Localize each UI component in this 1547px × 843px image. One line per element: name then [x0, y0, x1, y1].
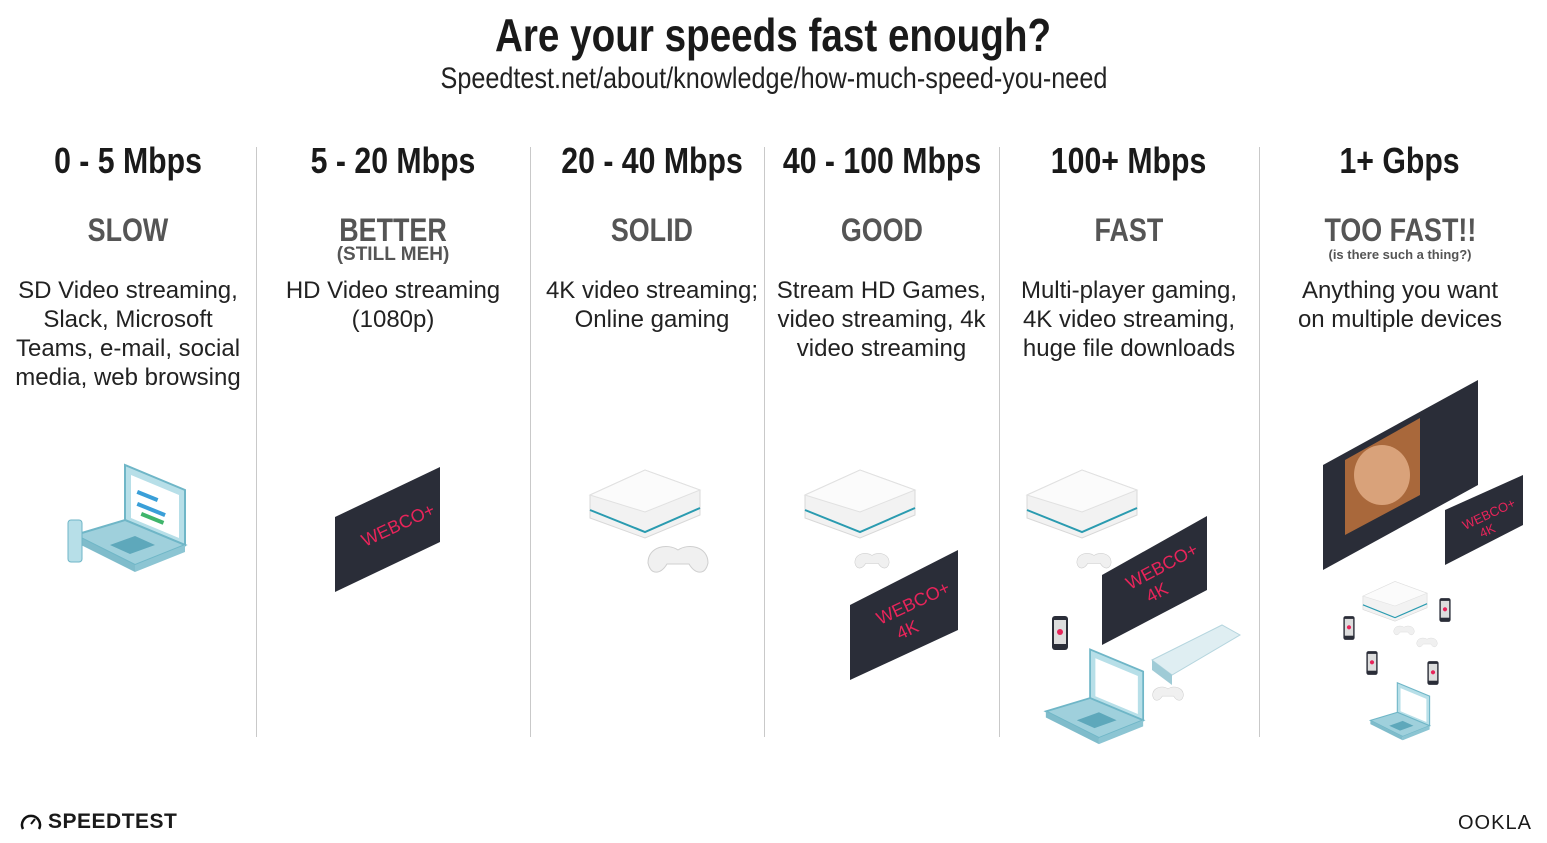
speed-range: 20 - 40 Mbps [561, 140, 743, 181]
ookla-logo: OOKLA [1458, 812, 1532, 834]
rating: TOO FAST!! [1324, 212, 1476, 248]
console-tv-illustration: WEBCO+ 4K [804, 469, 958, 680]
description: Multi-player gaming, 4K video streaming,… [1020, 277, 1238, 362]
multi-device-illustration: WEBCO+ 4K [1026, 469, 1242, 745]
rating: SLOW [87, 212, 169, 248]
description: SD Video streaming, Slack, Microsoft Tea… [15, 277, 241, 391]
divider [1259, 147, 1260, 737]
speed-range: 40 - 100 Mbps [782, 140, 982, 181]
description: HD Video streaming (1080p) [285, 277, 501, 333]
divider [764, 147, 765, 737]
speed-range: 100+ Mbps [1051, 140, 1207, 181]
svg-text:4K: 4K [1477, 520, 1498, 540]
rating: GOOD [840, 212, 923, 248]
tier-better: 5 - 20 Mbps BETTER (STILL MEH) HD Video … [256, 140, 530, 334]
description: 4K video streaming; Online gaming [545, 277, 759, 333]
rating-note [530, 246, 774, 276]
divider [999, 147, 1000, 737]
source-url: Speedtest.net/about/knowledge/how-much-s… [440, 62, 1107, 95]
speed-range: 0 - 5 Mbps [54, 140, 202, 181]
divider [256, 147, 257, 737]
multi-device-illustration-gbps: WEBCO+ 4K [1323, 380, 1523, 741]
rating-note: (STILL MEH) [336, 244, 450, 265]
page-title: Are your speeds fast enough? [495, 9, 1052, 61]
speed-range: 1+ Gbps [1339, 140, 1461, 181]
tier-solid: 20 - 40 Mbps SOLID 4K video streaming; O… [530, 140, 774, 334]
description: Stream HD Games, video streaming, 4k vid… [776, 277, 987, 362]
rating-note: (is there such a thing?) [1328, 247, 1472, 262]
rating-note [0, 246, 256, 276]
gauge-icon [20, 814, 42, 830]
laptop-illustration [67, 464, 186, 573]
rating-note [999, 246, 1259, 276]
divider [530, 147, 531, 737]
tier-good: 40 - 100 Mbps GOOD Stream HD Games, vide… [764, 140, 999, 363]
phone-icon [67, 519, 83, 563]
tier-too-fast: 1+ Gbps TOO FAST!! (is there such a thin… [1259, 140, 1541, 334]
speedtest-logo: SPEEDTEST [20, 810, 177, 834]
rating: BETTER [339, 212, 447, 248]
console-gamepad-illustration [589, 469, 709, 573]
tier-fast: 100+ Mbps FAST Multi-player gaming, 4K v… [999, 140, 1259, 363]
description: Anything you want on multiple devices [1297, 277, 1503, 333]
rating: FAST [1094, 212, 1164, 248]
rating-note [764, 246, 999, 276]
speed-range: 5 - 20 Mbps [310, 140, 476, 181]
rating: SOLID [610, 212, 694, 248]
tv-illustration: WEBCO+ [335, 467, 440, 592]
tier-slow: 0 - 5 Mbps SLOW SD Video streaming, Slac… [0, 140, 256, 392]
